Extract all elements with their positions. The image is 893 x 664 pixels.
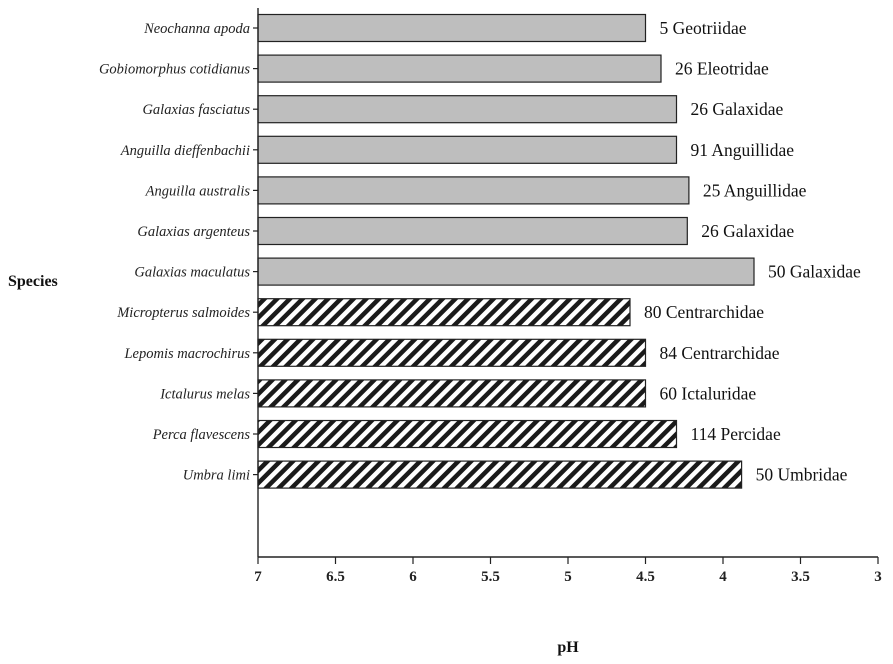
x-tick-label: 6 <box>409 569 417 585</box>
species-label: Perca flavescens <box>152 427 251 443</box>
species-label: Ictalurus melas <box>159 386 250 402</box>
species-label: Umbra limi <box>183 468 250 484</box>
x-tick-label: 4.5 <box>636 569 655 585</box>
species-label: Galaxias maculatus <box>134 265 250 281</box>
species-label: Lepomis macrochirus <box>123 346 250 362</box>
species-label: Galaxias argenteus <box>137 224 250 240</box>
x-tick-label: 5 <box>564 569 572 585</box>
bar <box>257 460 743 489</box>
bar <box>257 135 678 164</box>
bar <box>257 257 755 286</box>
species-label: Neochanna apoda <box>143 21 250 37</box>
y-axis-title: Species <box>8 273 58 290</box>
species-label: Galaxias fasciatus <box>142 102 250 118</box>
species-label: Gobiomorphus cotidianus <box>99 62 250 78</box>
bar <box>257 176 690 205</box>
bar-data-label: 50 Umbridae <box>756 465 848 485</box>
bar <box>257 95 678 124</box>
bar-data-label: 26 Galaxidae <box>701 221 794 241</box>
bar-data-label: 50 Galaxidae <box>768 262 861 282</box>
species-label: Micropterus salmoides <box>116 305 250 321</box>
x-tick-label: 3 <box>874 569 882 585</box>
bar <box>257 216 688 246</box>
bar <box>257 379 647 408</box>
x-tick-label: 5.5 <box>481 569 500 585</box>
bar-data-label: 5 Geotriidae <box>660 18 747 38</box>
bar <box>257 419 678 449</box>
bar-data-label: 26 Eleotridae <box>675 59 769 79</box>
x-tick-label: 4 <box>719 569 727 585</box>
bar-data-label: 84 Centrarchidae <box>660 343 780 363</box>
bar-data-label: 91 Anguillidae <box>691 140 795 160</box>
bar-data-label: 80 Centrarchidae <box>644 302 764 322</box>
x-axis-title: pH <box>557 639 579 656</box>
bar <box>257 13 647 43</box>
bar-data-label: 60 Ictaluridae <box>660 383 757 403</box>
bar <box>257 54 662 83</box>
species-label: Anguilla australis <box>145 183 251 199</box>
x-tick-label: 3.5 <box>791 569 810 585</box>
bar-data-label: 26 Galaxidae <box>691 99 784 119</box>
bar-data-label: 25 Anguillidae <box>703 180 807 200</box>
species-label: Anguilla dieffenbachii <box>120 143 250 159</box>
bar <box>257 338 647 367</box>
bar-data-label: 114 Percidae <box>691 424 781 444</box>
bar <box>257 298 631 327</box>
x-tick-label: 6.5 <box>326 569 345 585</box>
x-tick-label: 7 <box>254 569 262 585</box>
